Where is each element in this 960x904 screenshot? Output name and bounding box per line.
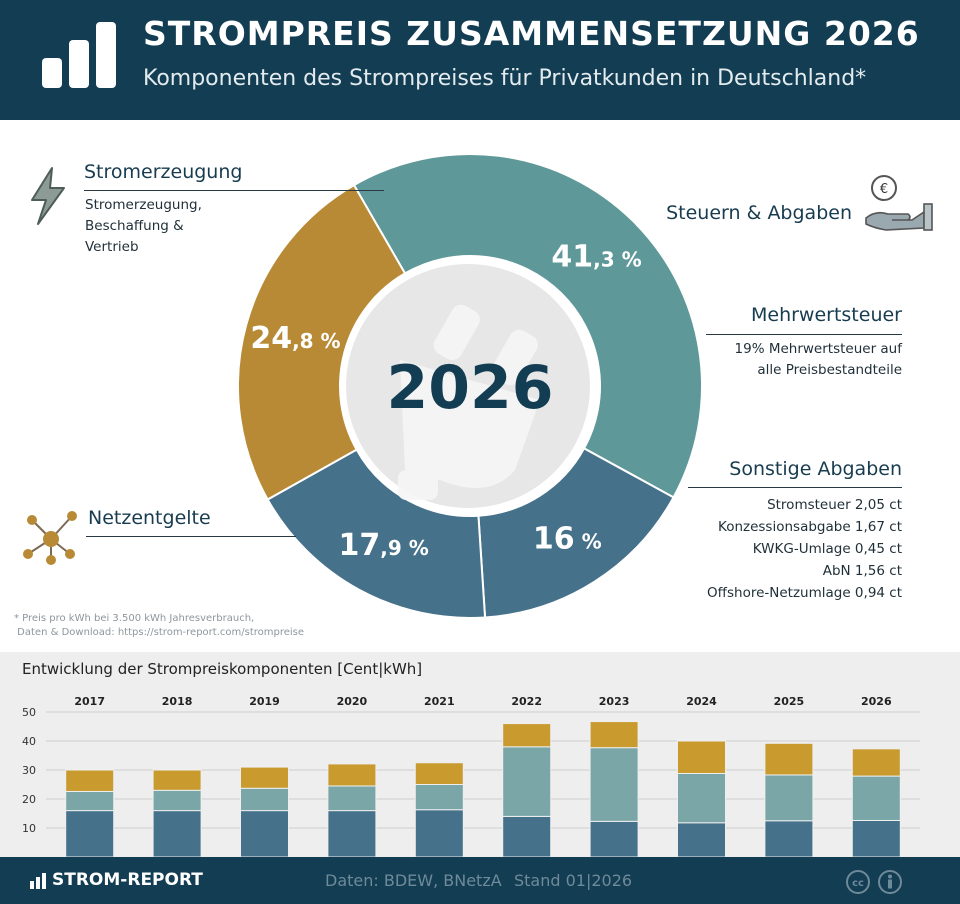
donut-value-label: 24,8 % xyxy=(250,321,340,356)
page-subtitle: Komponenten des Strompreises für Privatk… xyxy=(143,66,867,91)
bar-segment-2024-1 xyxy=(677,772,726,824)
donut-value-label: 17,9 % xyxy=(339,528,429,563)
bar-segment-2023-0 xyxy=(589,820,639,857)
data-stand: Stand 01|2026 xyxy=(514,871,633,890)
brand-name: STROM-REPORT xyxy=(52,870,203,890)
donut-segment-stromerzeugung xyxy=(352,153,703,499)
header xyxy=(0,0,960,120)
brand-logo-icon xyxy=(30,873,46,889)
donut-value-label: 41,3 % xyxy=(551,240,641,275)
bar-segment-2018-1 xyxy=(152,789,202,812)
bar-segment-2025-2 xyxy=(764,742,814,776)
bar-segment-2023-2 xyxy=(589,721,639,749)
bar-segment-2021-1 xyxy=(414,784,464,811)
donut-segment-netzentgelte xyxy=(237,183,407,501)
mwst-desc: 19% Mehrwertsteuer auf alle Preisbestand… xyxy=(734,341,902,378)
svg-text:cc: cc xyxy=(852,878,864,889)
category-label: 2023 xyxy=(599,695,630,708)
lightning-icon xyxy=(31,167,65,225)
stromerzeugung-title: Stromerzeugung xyxy=(84,161,243,183)
cc-icon: cc xyxy=(846,870,870,894)
bar-segment-2020-1 xyxy=(327,785,377,812)
bar-segment-2020-0 xyxy=(327,810,377,857)
bar-segment-2017-2 xyxy=(65,769,115,792)
mwst-title: Mehrwertsteuer xyxy=(750,304,902,326)
plug-icon xyxy=(398,304,540,500)
steuern-title: Steuern & Abgaben xyxy=(666,202,852,224)
y-tick-label: 40 xyxy=(22,735,36,748)
by-attribution-icon xyxy=(878,870,902,894)
data-source: Daten: BDEW, BNetzA xyxy=(325,871,502,890)
sonstige-rule xyxy=(688,487,902,488)
euro-hand-icon: € xyxy=(865,175,933,231)
donut-center xyxy=(346,264,590,508)
bar-segment-2022-2 xyxy=(502,723,552,748)
category-label: 2017 xyxy=(74,695,105,708)
page-title: STROMPREIS ZUSAMMENSETZUNG 2026 xyxy=(143,14,920,53)
category-label: 2025 xyxy=(774,695,805,708)
bar-chart-logo-icon xyxy=(42,22,116,88)
mwst-rule xyxy=(706,334,902,335)
bar-segment-2025-0 xyxy=(764,820,814,857)
category-label: 2024 xyxy=(686,695,717,708)
donut-segment-sonstige-abgaben xyxy=(266,448,487,619)
sonstige-title: Sonstige Abgaben xyxy=(729,458,902,480)
footnote: * Preis pro kWh bei 3.500 kWh Jahresverb… xyxy=(14,613,305,638)
bar-segment-2026-1 xyxy=(851,775,901,821)
bar-segment-2026-2 xyxy=(851,748,901,777)
bar-segment-2021-0 xyxy=(414,809,464,857)
svg-text:€: € xyxy=(880,182,888,197)
footer xyxy=(0,857,960,904)
category-label: 2021 xyxy=(424,695,455,708)
bar-segment-2022-0 xyxy=(502,815,552,857)
category-label: 2026 xyxy=(861,695,892,708)
stromerzeugung-rule xyxy=(84,190,384,191)
y-tick-label: 50 xyxy=(22,706,36,719)
bar-segment-2017-0 xyxy=(65,810,115,857)
bar-segment-2018-2 xyxy=(152,769,202,791)
bar-segment-2024-0 xyxy=(677,822,726,857)
netzentgelte-title: Netzentgelte xyxy=(88,507,211,529)
sonstige-desc: Stromsteuer 2,05 ct Konzessionsabgabe 1,… xyxy=(707,497,902,601)
category-label: 2020 xyxy=(337,695,368,708)
category-label: 2022 xyxy=(511,695,542,708)
bar-segment-2019-0 xyxy=(240,810,289,857)
donut-value-label: 16 % xyxy=(533,522,602,557)
bar-segment-2019-2 xyxy=(240,766,289,789)
license-icons: cc xyxy=(846,870,902,894)
bar-segment-2026-0 xyxy=(851,819,901,857)
bar-segment-2022-1 xyxy=(502,746,552,817)
donut-segment-mehrwertsteuer xyxy=(477,447,675,619)
bar-segment-2021-2 xyxy=(414,762,464,785)
bar-segment-2017-1 xyxy=(65,790,115,812)
network-icon xyxy=(23,511,77,565)
bar-segment-2018-0 xyxy=(152,810,202,857)
y-tick-label: 30 xyxy=(22,764,36,777)
bar-segment-2023-1 xyxy=(589,747,639,822)
category-label: 2018 xyxy=(162,695,193,708)
stromerzeugung-desc: Stromerzeugung, Beschaffung & Vertrieb xyxy=(85,197,202,255)
donut-center-label: 2026 xyxy=(387,353,554,423)
bar-chart-title: Entwicklung der Strompreiskomponenten [C… xyxy=(22,660,423,678)
category-label: 2019 xyxy=(249,695,280,708)
bar-segment-2025-1 xyxy=(764,774,814,822)
y-tick-label: 20 xyxy=(22,793,36,806)
netzentgelte-rule xyxy=(86,536,296,537)
y-tick-label: 10 xyxy=(22,822,36,835)
bar-segment-2024-2 xyxy=(677,740,726,774)
bar-segment-2020-2 xyxy=(327,763,377,787)
bar-chart: 10 20 30 40 50 2017 2018 2019 2020 2021 2022 2023 20… xyxy=(22,695,920,857)
bar-segment-2019-1 xyxy=(240,787,289,812)
